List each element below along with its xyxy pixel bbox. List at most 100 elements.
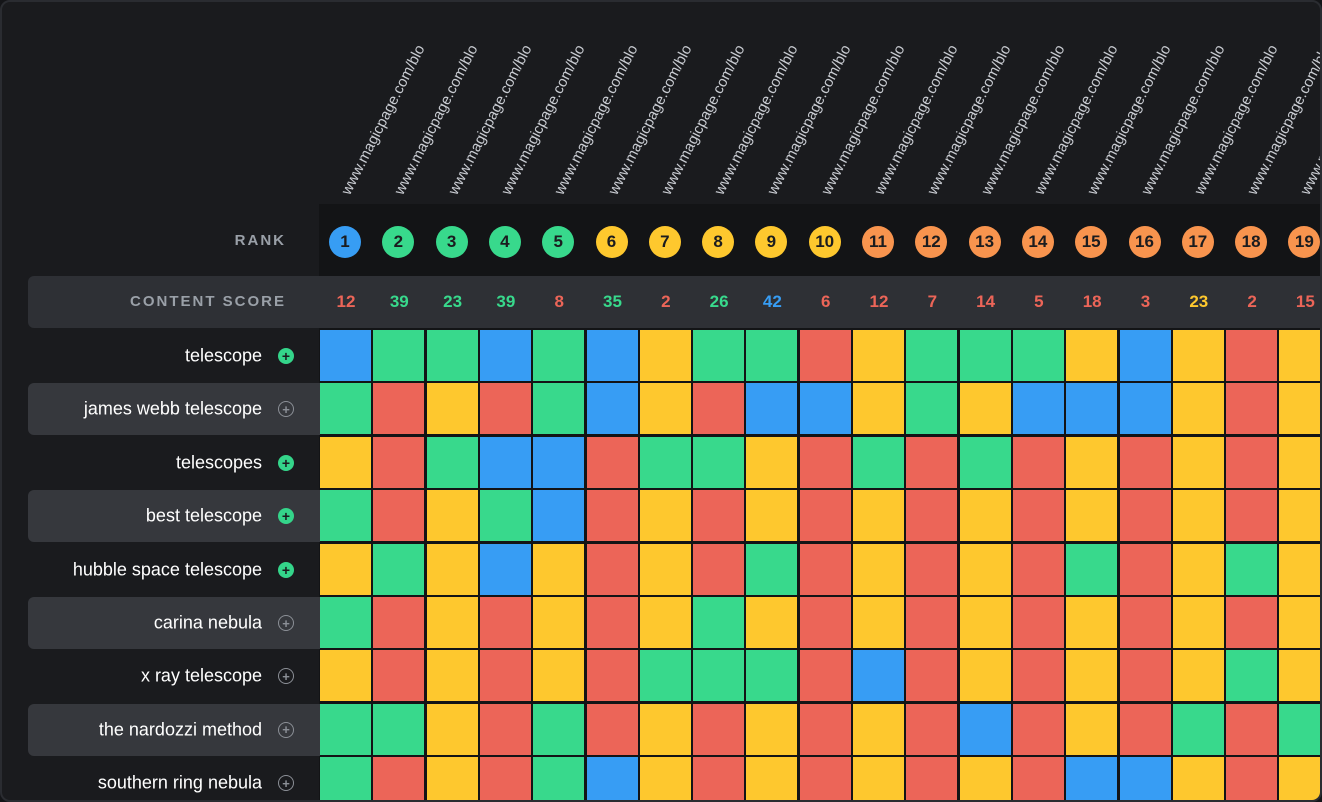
heatmap-cell[interactable]	[373, 436, 425, 488]
plus-circle-icon[interactable]: +	[278, 348, 294, 364]
heatmap-cell[interactable]	[426, 757, 478, 800]
heatmap-cell[interactable]	[906, 757, 958, 800]
heatmap-cell[interactable]	[853, 436, 904, 488]
heatmap-cell[interactable]	[639, 597, 691, 648]
heatmap-cell[interactable]	[959, 383, 1011, 435]
heatmap-cell[interactable]	[1172, 436, 1224, 488]
heatmap-cell[interactable]	[799, 330, 851, 381]
plus-circle-icon[interactable]: +	[278, 615, 294, 631]
heatmap-cell[interactable]	[1066, 383, 1118, 435]
heatmap-cell[interactable]	[853, 757, 904, 800]
heatmap-cell[interactable]	[373, 543, 425, 595]
heatmap-cell[interactable]	[533, 490, 585, 542]
heatmap-cell[interactable]	[959, 543, 1011, 595]
heatmap-cell[interactable]	[853, 703, 904, 755]
heatmap-cell[interactable]	[853, 490, 904, 542]
heatmap-cell[interactable]	[1226, 597, 1278, 648]
heatmap-cell[interactable]	[1012, 330, 1064, 381]
heatmap-cell[interactable]	[639, 330, 691, 381]
heatmap-cell[interactable]	[746, 650, 798, 702]
heatmap-cell[interactable]	[1119, 490, 1171, 542]
heatmap-cell[interactable]	[693, 330, 745, 381]
heatmap-cell[interactable]	[1279, 436, 1320, 488]
heatmap-cell[interactable]	[1012, 650, 1064, 702]
heatmap-cell[interactable]	[746, 436, 798, 488]
heatmap-cell[interactable]	[1172, 330, 1224, 381]
heatmap-cell[interactable]	[906, 436, 958, 488]
heatmap-cell[interactable]	[373, 490, 425, 542]
heatmap-cell[interactable]	[853, 383, 904, 435]
heatmap-cell[interactable]	[586, 330, 638, 381]
heatmap-cell[interactable]	[1279, 650, 1320, 702]
heatmap-cell[interactable]	[373, 383, 425, 435]
heatmap-cell[interactable]	[746, 703, 798, 755]
heatmap-cell[interactable]	[426, 703, 478, 755]
heatmap-cell[interactable]	[320, 757, 371, 800]
heatmap-cell[interactable]	[426, 543, 478, 595]
heatmap-cell[interactable]	[1226, 650, 1278, 702]
heatmap-cell[interactable]	[1012, 436, 1064, 488]
heatmap-cell[interactable]	[959, 757, 1011, 800]
heatmap-cell[interactable]	[853, 597, 904, 648]
plus-circle-icon[interactable]: +	[278, 508, 294, 525]
heatmap-cell[interactable]	[1226, 757, 1278, 800]
heatmap-cell[interactable]	[586, 436, 638, 488]
heatmap-cell[interactable]	[1226, 543, 1278, 595]
heatmap-cell[interactable]	[746, 543, 798, 595]
heatmap-cell[interactable]	[799, 703, 851, 755]
heatmap-cell[interactable]	[1226, 703, 1278, 755]
heatmap-cell[interactable]	[639, 757, 691, 800]
heatmap-cell[interactable]	[1119, 383, 1171, 435]
heatmap-cell[interactable]	[1279, 383, 1320, 435]
heatmap-cell[interactable]	[586, 650, 638, 702]
heatmap-cell[interactable]	[479, 383, 531, 435]
heatmap-cell[interactable]	[639, 543, 691, 595]
heatmap-cell[interactable]	[586, 757, 638, 800]
heatmap-cell[interactable]	[479, 597, 531, 648]
heatmap-cell[interactable]	[799, 543, 851, 595]
heatmap-cell[interactable]	[1066, 757, 1118, 800]
heatmap-cell[interactable]	[1172, 383, 1224, 435]
heatmap-cell[interactable]	[1226, 436, 1278, 488]
plus-circle-icon[interactable]: +	[278, 401, 294, 418]
heatmap-cell[interactable]	[693, 650, 745, 702]
heatmap-cell[interactable]	[1279, 597, 1320, 648]
heatmap-cell[interactable]	[693, 757, 745, 800]
heatmap-cell[interactable]	[1066, 436, 1118, 488]
heatmap-cell[interactable]	[533, 330, 585, 381]
heatmap-cell[interactable]	[586, 703, 638, 755]
heatmap-cell[interactable]	[959, 330, 1011, 381]
heatmap-cell[interactable]	[1119, 543, 1171, 595]
heatmap-cell[interactable]	[426, 597, 478, 648]
heatmap-cell[interactable]	[959, 650, 1011, 702]
heatmap-cell[interactable]	[1066, 650, 1118, 702]
heatmap-cell[interactable]	[320, 330, 371, 381]
heatmap-cell[interactable]	[373, 703, 425, 755]
heatmap-cell[interactable]	[426, 490, 478, 542]
heatmap-cell[interactable]	[533, 436, 585, 488]
heatmap-cell[interactable]	[373, 757, 425, 800]
heatmap-cell[interactable]	[533, 383, 585, 435]
heatmap-cell[interactable]	[906, 490, 958, 542]
plus-circle-icon[interactable]: +	[278, 721, 294, 738]
heatmap-cell[interactable]	[320, 597, 371, 648]
heatmap-cell[interactable]	[1012, 490, 1064, 542]
heatmap-cell[interactable]	[1066, 703, 1118, 755]
heatmap-cell[interactable]	[426, 650, 478, 702]
heatmap-cell[interactable]	[1279, 703, 1320, 755]
heatmap-cell[interactable]	[320, 436, 371, 488]
heatmap-cell[interactable]	[533, 703, 585, 755]
heatmap-cell[interactable]	[1119, 703, 1171, 755]
heatmap-cell[interactable]	[1066, 543, 1118, 595]
heatmap-cell[interactable]	[853, 330, 904, 381]
heatmap-cell[interactable]	[799, 757, 851, 800]
heatmap-cell[interactable]	[959, 597, 1011, 648]
heatmap-cell[interactable]	[1119, 597, 1171, 648]
heatmap-cell[interactable]	[959, 436, 1011, 488]
heatmap-cell[interactable]	[479, 436, 531, 488]
heatmap-cell[interactable]	[1012, 597, 1064, 648]
heatmap-cell[interactable]	[1172, 703, 1224, 755]
heatmap-cell[interactable]	[746, 597, 798, 648]
heatmap-cell[interactable]	[479, 650, 531, 702]
plus-circle-icon[interactable]: +	[278, 454, 294, 471]
